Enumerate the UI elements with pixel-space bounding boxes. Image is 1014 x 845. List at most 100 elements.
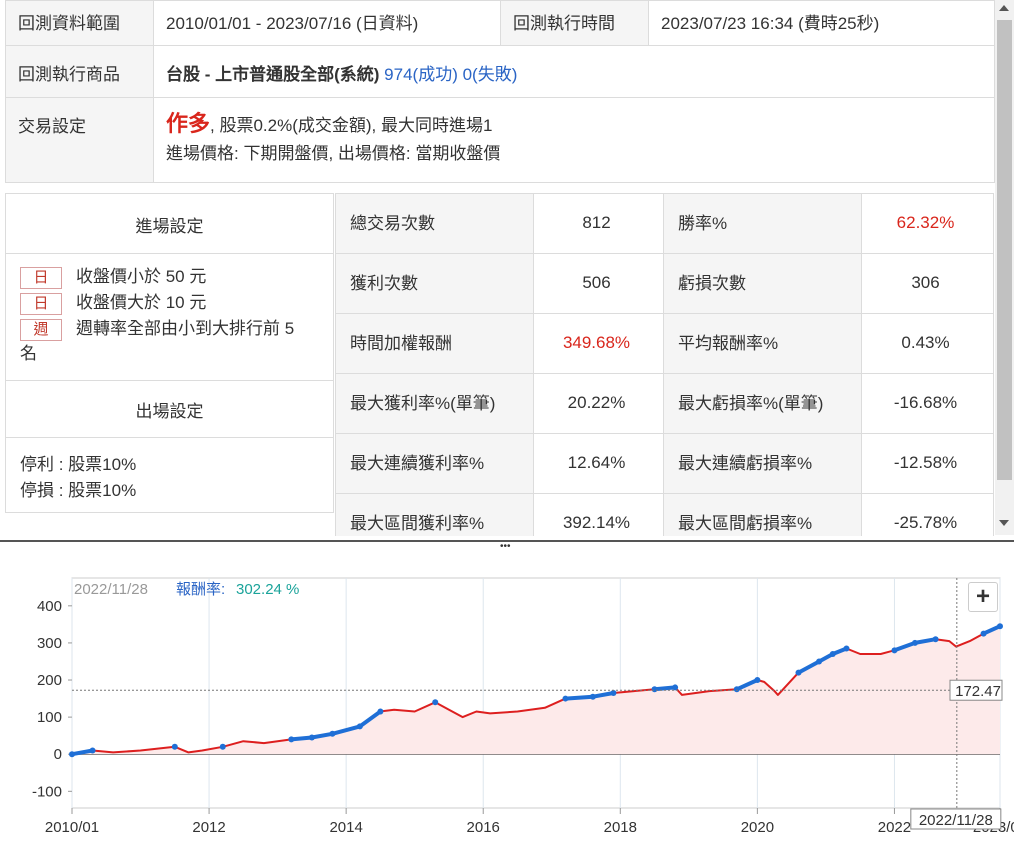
highlight-point <box>288 736 295 743</box>
stat-value: 62.32% <box>861 193 994 254</box>
highlight-point <box>171 743 178 750</box>
stat-value: -16.68% <box>861 373 994 434</box>
y-tick-label: -100 <box>32 783 62 800</box>
scroll-down[interactable] <box>999 520 1009 526</box>
highlight-point <box>932 636 939 643</box>
y-tick-label: 200 <box>37 672 62 689</box>
setting-panel: 進場設定 日收盤價小於 50 元日收盤價大於 10 元週週轉率全部由小到大排行前… <box>5 193 334 513</box>
stat-value: 506 <box>533 253 664 314</box>
stat-label: 虧損次數 <box>663 253 862 314</box>
highlight-point <box>329 730 336 737</box>
x-tick-label: 2016 <box>467 819 500 836</box>
value-cell: 2023/07/23 16:34 (費時25秒) <box>648 0 995 46</box>
highlight-point <box>589 693 596 700</box>
highlight-point <box>829 651 836 658</box>
success-count[interactable]: 974(成功) <box>384 65 458 84</box>
condition-text: 收盤價小於 50 元 <box>76 267 207 286</box>
stat-value: 349.68% <box>533 313 664 374</box>
highlight-point <box>432 699 439 706</box>
y-tick-label: 0 <box>54 746 62 763</box>
splitter[interactable] <box>0 540 1014 542</box>
highlight-point <box>308 734 315 741</box>
exit-rule: 停利 : 股票10% <box>20 455 137 474</box>
highlight-point <box>356 723 363 730</box>
highlight-point <box>912 639 919 646</box>
stat-label: 勝率% <box>663 193 862 254</box>
stat-label: 最大區間獲利率% <box>335 493 534 536</box>
chart: 2010/012012201420162018202020222023/07-1… <box>32 577 1014 836</box>
label-cell: 交易設定 <box>5 97 154 183</box>
stat-value: -12.58% <box>861 433 994 494</box>
entry-conditions: 日收盤價小於 50 元日收盤價大於 10 元週週轉率全部由小到大排行前 5 名 <box>6 264 296 367</box>
highlight-point <box>651 686 658 693</box>
readout-date: 2022/11/28 <box>74 581 148 598</box>
stat-label: 最大虧損率%(單筆) <box>663 373 862 434</box>
x-tick-label: 2020 <box>741 819 774 836</box>
value-cell: 2010/01/01 - 2023/07/16 (日資料) <box>153 0 501 46</box>
fail-count[interactable]: 0(失敗) <box>462 65 518 84</box>
y-tick-label: 300 <box>37 635 62 652</box>
crosshair-y-box <box>949 679 1003 701</box>
highlight-point <box>610 690 617 696</box>
stat-value: 12.64% <box>533 433 664 494</box>
stat-label: 最大連續獲利率% <box>335 433 534 494</box>
highlight-point <box>754 677 761 684</box>
highlight-point <box>843 645 850 652</box>
crosshair-y-label: 172.47 <box>955 683 1001 700</box>
cycle-tag: 日 <box>20 267 62 289</box>
stat-value: 812 <box>533 193 664 254</box>
value-cell: 作多, 股票0.2%(成交金額), 最大同時進場1 進場價格: 下期開盤價, 出場… <box>153 97 995 183</box>
label-cell: 回測執行時間 <box>500 0 649 46</box>
stat-label: 時間加權報酬 <box>335 313 534 374</box>
scrollbar[interactable] <box>995 0 1014 535</box>
stats-table: 總交易次數 812 勝率% 62.32% 獲利次數 506 虧損次數 306 時間加權報酬 349… <box>335 193 994 536</box>
value-cell: 台股 - 上市普通股全部(系統) 974(成功) 0(失敗) <box>153 45 995 98</box>
zoom-button[interactable]: + <box>968 582 998 612</box>
stat-label: 獲利次數 <box>335 253 534 314</box>
exit-rule: 停損 : 股票10% <box>20 481 137 500</box>
highlight-point <box>997 623 1003 630</box>
highlight-point <box>69 751 75 758</box>
condition-text: 收盤價大於 10 元 <box>76 293 207 312</box>
crosshair-x-label: 2022/11/28 <box>919 812 993 829</box>
direction: 作多 <box>166 111 211 136</box>
cycle-tag: 日 <box>20 293 62 315</box>
trade-fee: , 股票0.2%(成交金額), 最大同時進場1 <box>210 116 493 135</box>
stat-label: 最大連續虧損率% <box>663 433 862 494</box>
highlight-point <box>891 647 898 654</box>
readout-value: 302.24 % <box>236 581 299 598</box>
x-tick-label: 2014 <box>329 819 362 836</box>
highlight-point <box>980 630 987 637</box>
x-tick-label: 2018 <box>604 819 637 836</box>
label-cell: 回測執行商品 <box>5 45 154 98</box>
highlight-point <box>672 684 679 691</box>
crosshair-x-box <box>910 808 1002 830</box>
highlight-point <box>562 695 569 702</box>
scroll-up[interactable] <box>999 5 1009 11</box>
stat-label: 最大區間虧損率% <box>663 493 862 536</box>
y-tick-label: 100 <box>37 709 62 726</box>
splitter-grip[interactable]: ••• <box>500 541 511 552</box>
x-tick-label: 2010/01 <box>45 819 99 836</box>
readout-label: 報酬率: <box>176 581 225 598</box>
cycle-tag: 週 <box>20 319 62 341</box>
stat-label: 最大獲利率%(單筆) <box>335 373 534 434</box>
highlight-point <box>816 658 823 665</box>
highlight-point <box>219 743 226 750</box>
condition: 日收盤價小於 50 元 <box>20 264 296 289</box>
stat-value: 392.14% <box>533 493 664 536</box>
x-tick-label: 2012 <box>192 819 225 836</box>
stat-value: 306 <box>861 253 994 314</box>
price-rule: 進場價格: 下期開盤價, 出場價格: 當期收盤價 <box>166 144 501 163</box>
y-tick-label: 400 <box>37 598 62 615</box>
highlight-point <box>795 669 802 676</box>
product: 台股 - 上市普通股全部(系統) <box>166 65 380 84</box>
stat-value: -25.78% <box>861 493 994 536</box>
stat-value: 0.43% <box>861 313 994 374</box>
label-cell: 回測資料範圍 <box>5 0 154 46</box>
stat-label: 總交易次數 <box>335 193 534 254</box>
highlight-point <box>89 747 96 754</box>
scroll-thumb[interactable] <box>997 20 1012 480</box>
